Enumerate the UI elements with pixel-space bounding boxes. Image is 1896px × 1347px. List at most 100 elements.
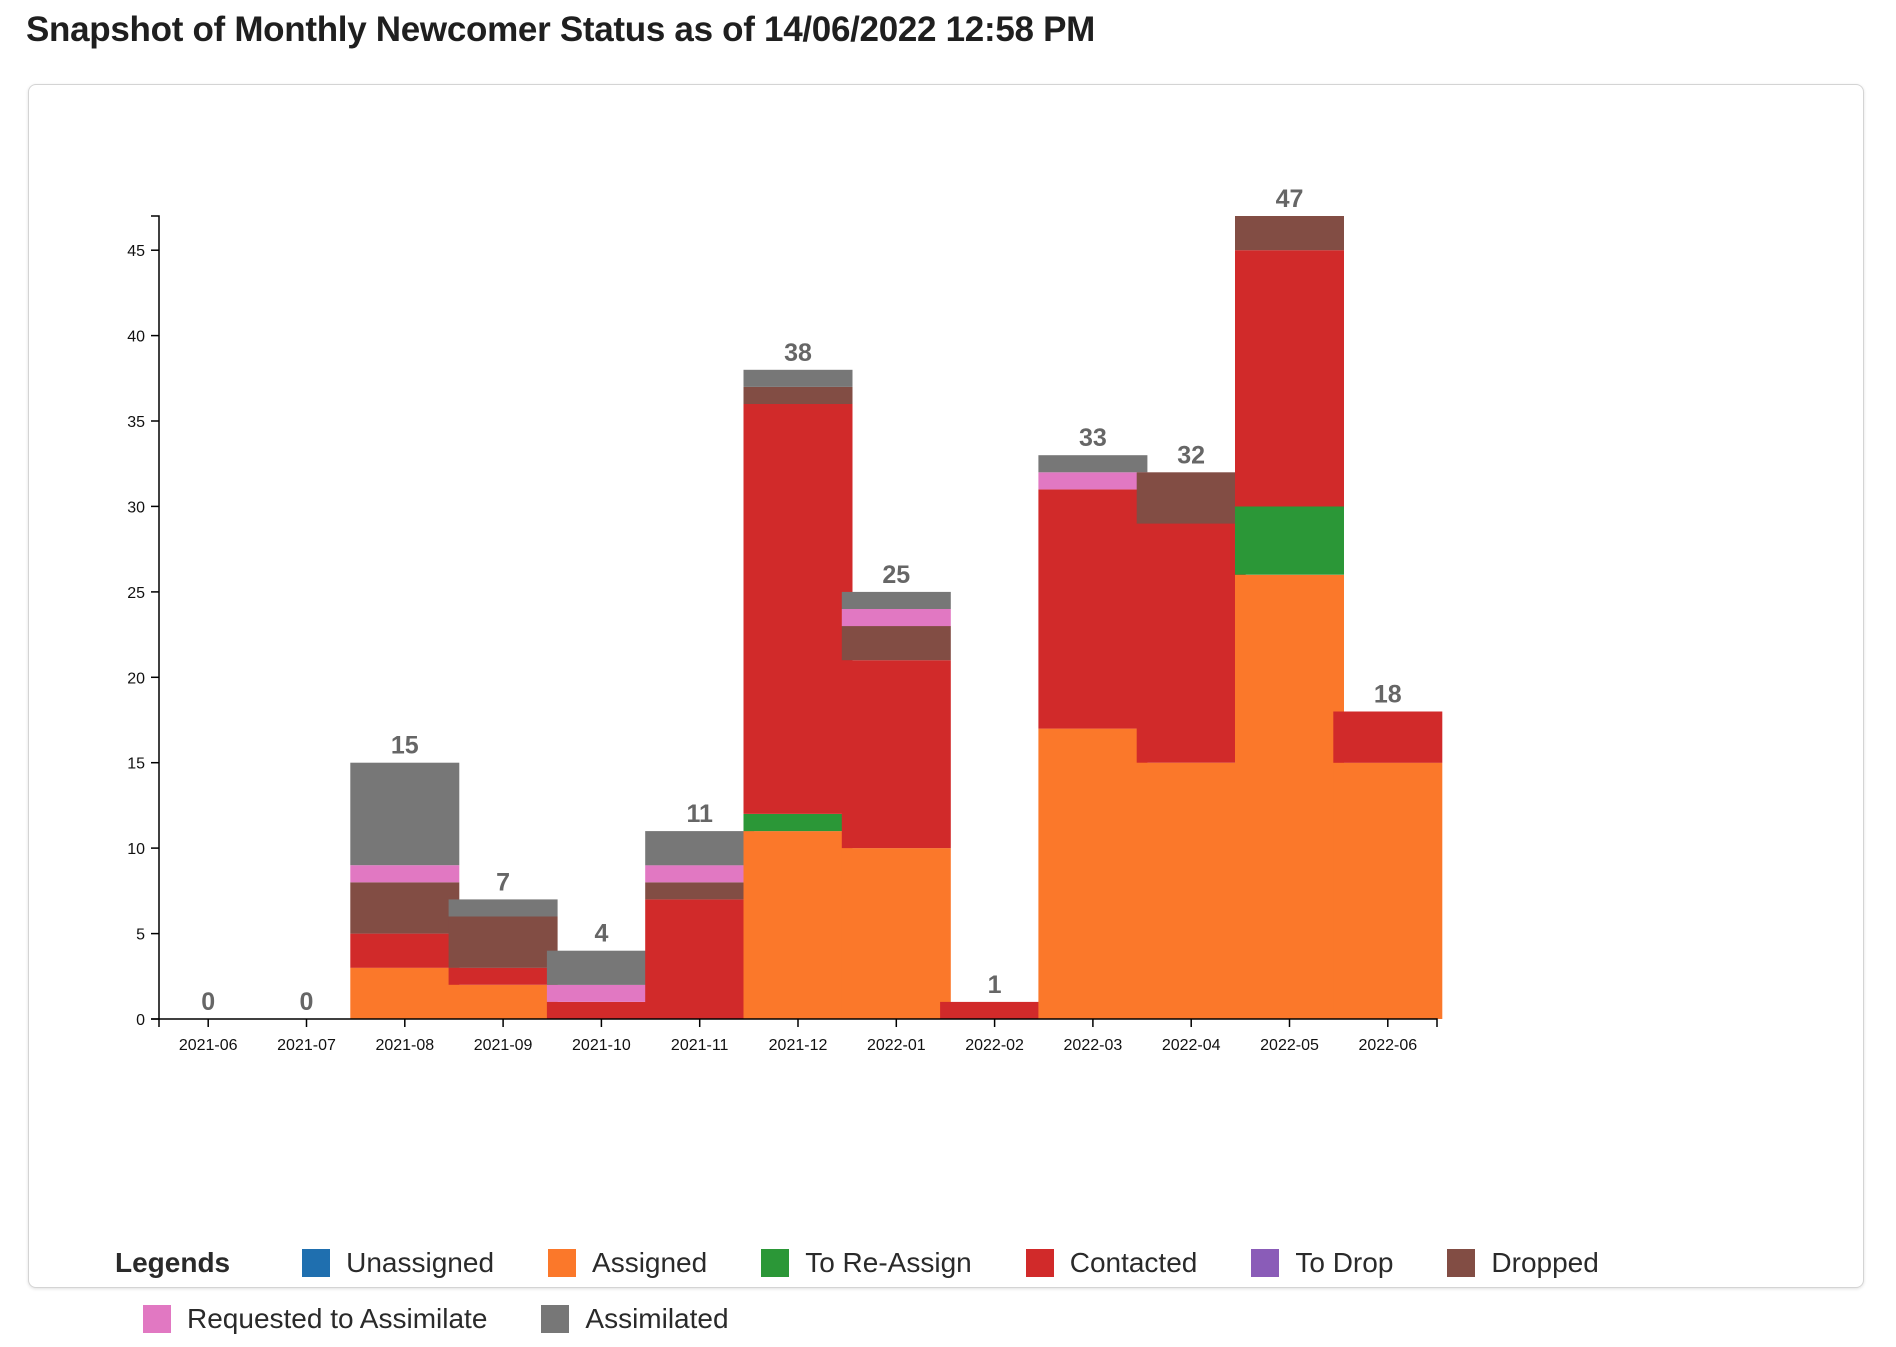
y-tick-label-5: 5 [136, 927, 145, 944]
legend-swatch-contacted [1025, 1249, 1054, 1277]
bar-segment-2022-05-dropped[interactable] [1235, 216, 1344, 251]
total-labels-layer: 0 0 15 7 4 11 38 25 1 33 32 47 18 [201, 185, 1402, 1016]
bar-segment-2022-06-assigned[interactable] [1333, 762, 1443, 1019]
bar-segment-2021-08-contacted[interactable] [350, 933, 460, 968]
legend-swatch-to-re-assign [761, 1249, 790, 1277]
bar-segment-2021-12-contacted[interactable] [743, 403, 853, 814]
bar-segment-2021-10-contacted[interactable] [546, 1001, 656, 1019]
legend-swatch-assigned [548, 1249, 577, 1277]
legend-item-contacted[interactable]: Contacted [1025, 1247, 1198, 1279]
bar-segment-2021-11-dropped[interactable] [645, 882, 755, 900]
legend-swatch-dropped [1447, 1249, 1476, 1277]
x-tick-label-2022-04: 2022-04 [1162, 1037, 1221, 1054]
bar-segment-2022-01-assigned[interactable] [841, 848, 951, 1019]
legend-item-dropped[interactable]: Dropped [1447, 1247, 1599, 1279]
total-label-2021-07: 0 [300, 988, 314, 1016]
legend-label-to-drop: To Drop [1295, 1247, 1394, 1278]
total-label-2021-08: 15 [391, 732, 419, 760]
bar-segment-2022-05-contacted[interactable] [1235, 250, 1344, 507]
bar-segment-2022-03-assigned[interactable] [1038, 728, 1148, 1019]
x-tick-label-2022-02: 2022-02 [965, 1037, 1024, 1054]
y-tick-label-15: 15 [127, 756, 145, 773]
bar-segment-2021-10-requested-to-assimilate[interactable] [546, 984, 656, 1002]
total-label-2022-04: 32 [1177, 441, 1205, 469]
bar-segment-2021-08-assimilated[interactable] [350, 762, 460, 866]
legend-swatch-unassigned [302, 1249, 331, 1277]
x-tick-label-2021-07: 2021-07 [277, 1037, 336, 1054]
total-label-2021-10: 4 [594, 920, 608, 948]
bar-segment-2022-02-contacted[interactable] [940, 1001, 1050, 1019]
bar-segment-2022-01-contacted[interactable] [841, 660, 951, 849]
bar-segment-2021-08-dropped[interactable] [350, 882, 460, 934]
axis-layer: 2021-06 2021-07 2021-08 2021-09 2021-10 2021-… [127, 215, 1438, 1054]
bar-segment-2022-01-dropped[interactable] [841, 626, 951, 661]
legend-label-assigned: Assigned [592, 1247, 708, 1278]
bar-segment-2021-09-contacted[interactable] [448, 967, 558, 985]
bar-segment-2022-05-assigned[interactable] [1235, 574, 1344, 1019]
x-axis-line [158, 1018, 1438, 1027]
page-title: Snapshot of Monthly Newcomer Status as o… [26, 10, 1095, 49]
legend: Legends Unassigned Assigned To Re-Assign… [115, 1235, 1875, 1347]
y-axis-line [151, 215, 160, 1020]
legend-swatch-assimilated [541, 1305, 570, 1333]
bar-segment-2021-08-requested-to-assimilate[interactable] [350, 865, 460, 883]
bar-segment-2021-08-assigned[interactable] [350, 967, 460, 1019]
bar-segment-2021-12-to-re-assign[interactable] [743, 814, 853, 832]
bar-segment-2022-03-assimilated[interactable] [1038, 455, 1148, 473]
total-label-2022-03: 33 [1079, 424, 1107, 452]
total-label-2022-06: 18 [1374, 681, 1402, 709]
x-tick-label-2022-01: 2022-01 [867, 1037, 926, 1054]
legend-item-to-re-assign[interactable]: To Re-Assign [761, 1247, 972, 1279]
total-label-2021-09: 7 [496, 868, 510, 896]
bar-segment-2021-09-dropped[interactable] [448, 916, 558, 968]
bar-segment-2022-05-to-re-assign[interactable] [1235, 506, 1344, 575]
bar-segment-2022-03-contacted[interactable] [1038, 489, 1148, 729]
total-label-2021-12: 38 [784, 339, 812, 367]
bar-segment-2022-03-requested-to-assimilate[interactable] [1038, 472, 1148, 490]
x-tick-label-2021-12: 2021-12 [769, 1037, 828, 1054]
legend-row-1: Legends Unassigned Assigned To Re-Assign… [115, 1235, 1875, 1291]
bar-segment-2021-10-assimilated[interactable] [546, 950, 656, 985]
x-tick-label-2022-05: 2022-05 [1260, 1037, 1319, 1054]
bar-segment-2022-01-assimilated[interactable] [841, 591, 951, 609]
bar-segment-2022-06-contacted[interactable] [1333, 711, 1443, 763]
bar-segment-2022-04-contacted[interactable] [1136, 523, 1246, 763]
bar-segment-2021-11-assimilated[interactable] [645, 831, 755, 866]
total-label-2022-01: 25 [882, 561, 910, 589]
total-label-2021-06: 0 [201, 988, 215, 1016]
stacked-bar-chart: 2021-06 2021-07 2021-08 2021-09 2021-10 2021-… [127, 185, 1443, 1054]
y-tick-label-25: 25 [127, 585, 145, 602]
x-tick-label-2021-08: 2021-08 [375, 1037, 434, 1054]
legend-label-dropped: Dropped [1491, 1247, 1599, 1278]
bar-segment-2021-11-contacted[interactable] [645, 899, 755, 1019]
bar-segment-2021-12-dropped[interactable] [743, 386, 853, 404]
legend-label-to-re-assign: To Re-Assign [805, 1247, 972, 1278]
y-tick-label-10: 10 [127, 841, 145, 858]
bar-segment-2021-12-assimilated[interactable] [743, 369, 853, 387]
y-tick-label-0: 0 [136, 1012, 145, 1029]
y-tick-label-20: 20 [127, 670, 145, 687]
x-tick-label-2021-10: 2021-10 [572, 1037, 631, 1054]
bar-segment-2022-01-requested-to-assimilate[interactable] [841, 609, 951, 627]
x-tick-label-2022-06: 2022-06 [1358, 1037, 1417, 1054]
bar-segment-2021-11-requested-to-assimilate[interactable] [645, 865, 755, 883]
y-tick-label-40: 40 [127, 329, 145, 346]
legend-item-to-drop[interactable]: To Drop [1251, 1247, 1393, 1279]
bar-segment-2022-04-assigned[interactable] [1136, 762, 1246, 1019]
bar-segment-2021-09-assimilated[interactable] [448, 899, 558, 917]
legend-title: Legends [115, 1247, 231, 1278]
y-tick-label-30: 30 [127, 499, 145, 516]
legend-swatch-requested-to-assimilate [143, 1305, 171, 1333]
legend-item-assigned[interactable]: Assigned [548, 1247, 707, 1279]
bar-segment-2021-12-assigned[interactable] [743, 831, 853, 1019]
legend-label-contacted: Contacted [1069, 1247, 1198, 1278]
x-tick-label-2021-06: 2021-06 [179, 1037, 238, 1054]
legend-item-unassigned[interactable]: Unassigned [302, 1247, 494, 1279]
x-tick-label-2021-09: 2021-09 [474, 1037, 533, 1054]
legend-swatch-to-drop [1251, 1249, 1280, 1277]
total-label-2022-02: 1 [988, 971, 1002, 999]
bar-segment-2022-04-dropped[interactable] [1136, 472, 1246, 524]
total-label-2021-11: 11 [686, 800, 713, 828]
y-tick-label-35: 35 [127, 414, 145, 431]
bar-segment-2021-09-assigned[interactable] [448, 984, 558, 1019]
